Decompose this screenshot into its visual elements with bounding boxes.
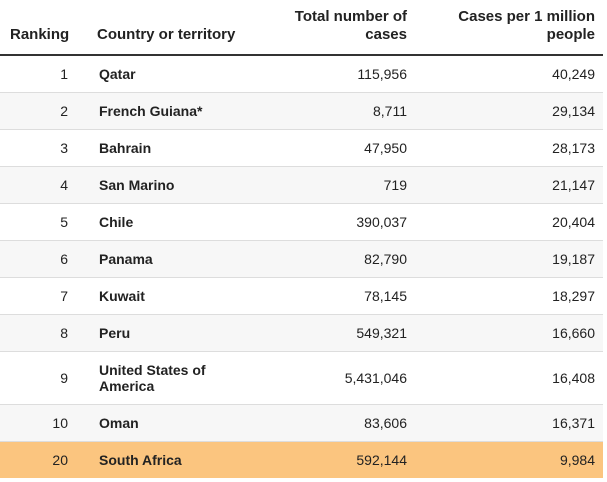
cell-per-million: 21,147: [415, 166, 603, 204]
table-row: 9 United States of America 5,431,046 16,…: [0, 351, 603, 405]
cell-rank: 10: [0, 404, 72, 442]
table-body: 1 Qatar 115,956 40,249 2 French Guiana* …: [0, 55, 603, 478]
cell-country: Panama: [72, 240, 250, 278]
header-total-cases[interactable]: Total number of cases: [250, 0, 415, 56]
table-row-highlighted: 20 South Africa 592,144 9,984: [0, 441, 603, 478]
header-ranking[interactable]: Ranking: [0, 0, 72, 56]
cell-per-million: 19,187: [415, 240, 603, 278]
cell-rank: 8: [0, 314, 72, 352]
cell-country: Oman: [72, 404, 250, 442]
cell-rank: 7: [0, 277, 72, 315]
cell-total: 115,956: [250, 55, 415, 93]
table-row: 2 French Guiana* 8,711 29,134: [0, 92, 603, 130]
cell-country: French Guiana*: [72, 92, 250, 130]
cell-rank: 9: [0, 351, 72, 405]
cell-rank: 4: [0, 166, 72, 204]
cell-total: 47,950: [250, 129, 415, 167]
cell-per-million: 9,984: [415, 441, 603, 478]
table-row: 4 San Marino 719 21,147: [0, 166, 603, 204]
cell-total: 83,606: [250, 404, 415, 442]
cell-per-million: 18,297: [415, 277, 603, 315]
table-row: 3 Bahrain 47,950 28,173: [0, 129, 603, 167]
cell-total: 8,711: [250, 92, 415, 130]
cell-country: South Africa: [72, 441, 250, 478]
cell-country: Peru: [72, 314, 250, 352]
cell-per-million: 29,134: [415, 92, 603, 130]
cell-rank: 5: [0, 203, 72, 241]
cell-total: 549,321: [250, 314, 415, 352]
header-cases-per-million[interactable]: Cases per 1 million people: [415, 0, 603, 56]
table-header: Ranking Country or territory Total numbe…: [0, 0, 603, 56]
table-row: 6 Panama 82,790 19,187: [0, 240, 603, 278]
cell-country: Kuwait: [72, 277, 250, 315]
table-row: 8 Peru 549,321 16,660: [0, 314, 603, 352]
cell-total: 592,144: [250, 441, 415, 478]
cell-total: 390,037: [250, 203, 415, 241]
cell-country: Qatar: [72, 55, 250, 93]
cell-per-million: 16,408: [415, 351, 603, 405]
cell-per-million: 40,249: [415, 55, 603, 93]
header-country[interactable]: Country or territory: [72, 0, 250, 56]
cell-rank: 2: [0, 92, 72, 130]
cell-per-million: 20,404: [415, 203, 603, 241]
table-row: 7 Kuwait 78,145 18,297: [0, 277, 603, 315]
table-row: 1 Qatar 115,956 40,249: [0, 55, 603, 93]
table-row: 10 Oman 83,606 16,371: [0, 404, 603, 442]
cell-per-million: 16,371: [415, 404, 603, 442]
cell-total: 719: [250, 166, 415, 204]
cell-rank: 20: [0, 441, 72, 478]
table-row: 5 Chile 390,037 20,404: [0, 203, 603, 241]
cell-total: 82,790: [250, 240, 415, 278]
cell-per-million: 28,173: [415, 129, 603, 167]
cell-rank: 1: [0, 55, 72, 93]
cell-country: United States of America: [72, 351, 250, 405]
header-row: Ranking Country or territory Total numbe…: [0, 0, 603, 56]
cell-total: 5,431,046: [250, 351, 415, 405]
cell-country: Bahrain: [72, 129, 250, 167]
cell-rank: 6: [0, 240, 72, 278]
cell-total: 78,145: [250, 277, 415, 315]
cell-country: San Marino: [72, 166, 250, 204]
cell-rank: 3: [0, 129, 72, 167]
cell-per-million: 16,660: [415, 314, 603, 352]
cell-country: Chile: [72, 203, 250, 241]
